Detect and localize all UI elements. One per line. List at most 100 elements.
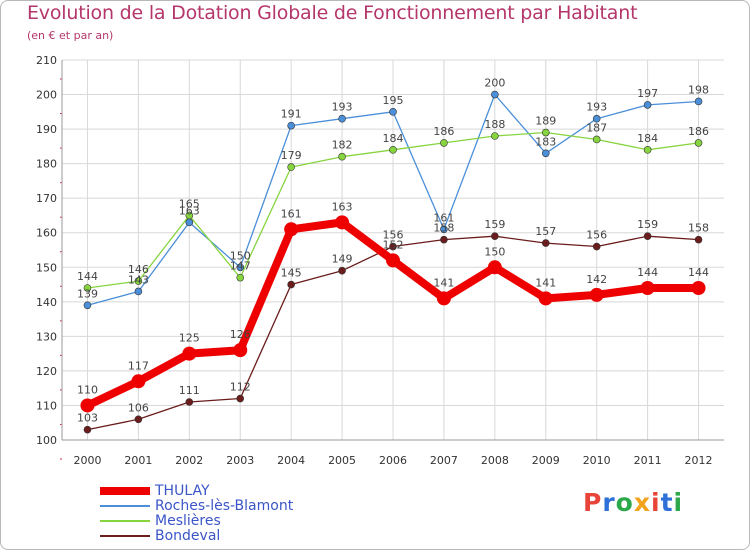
data-label: 188: [484, 118, 505, 131]
data-point: [236, 263, 245, 272]
data-label: 161: [281, 207, 302, 220]
data-label: 182: [332, 139, 353, 152]
logo-letter: t: [660, 488, 674, 517]
data-point: [691, 281, 706, 295]
data-label: 144: [637, 266, 658, 279]
legend-swatch: [100, 520, 150, 522]
data-label: 165: [179, 197, 200, 210]
data-label: 150: [484, 245, 505, 258]
data-label: 117: [128, 359, 149, 372]
data-label: 193: [586, 101, 607, 114]
data-point: [335, 215, 350, 230]
data-label: 193: [332, 101, 353, 114]
data-point: [386, 253, 400, 268]
x-tick-label: 2008: [481, 454, 509, 467]
logo-letter: r: [602, 488, 616, 517]
data-point: [284, 222, 299, 237]
data-label: 157: [535, 225, 556, 238]
data-point: [185, 218, 194, 227]
x-tick-label: 2011: [634, 454, 662, 467]
legend-label: Bondeval: [155, 528, 221, 544]
y-tick-label: 150: [36, 261, 57, 274]
x-tick-label: 2002: [175, 454, 203, 467]
x-tick-label: 2009: [532, 454, 560, 467]
data-point: [592, 135, 601, 144]
data-label: 158: [433, 222, 454, 235]
y-tick-label: 170: [36, 192, 57, 205]
data-point: [80, 398, 95, 413]
data-label: 189: [535, 115, 556, 128]
data-point: [185, 398, 194, 406]
x-tick-label: 2001: [124, 454, 152, 467]
y-tick-label: 140: [36, 296, 57, 309]
data-label: 143: [128, 273, 149, 286]
data-point: [440, 139, 448, 147]
data-label: 112: [230, 381, 251, 394]
data-label: 197: [637, 87, 658, 100]
data-label: 183: [535, 135, 556, 148]
data-label: 198: [688, 83, 709, 96]
legend-item: THULAY: [100, 483, 360, 499]
legend-swatch: [100, 535, 150, 537]
data-label: 139: [77, 287, 98, 300]
data-point: [389, 242, 397, 251]
value-labels: 139 143 163 150 191 193 195 161 200 183 193 197 198 1…: [77, 77, 709, 425]
data-point: [694, 97, 703, 106]
y-tick-label: 190: [36, 123, 57, 136]
data-point: [589, 287, 604, 302]
data-label: 111: [179, 384, 200, 397]
data-label: 145: [281, 267, 302, 280]
data-point: [233, 343, 248, 358]
legend-item: Roches-lès-Blamont: [100, 498, 360, 514]
data-label: 156: [586, 229, 607, 242]
data-label: 152: [383, 238, 404, 251]
data-point: [694, 139, 703, 147]
x-tick-label: 2000: [73, 454, 101, 467]
data-label: 184: [637, 132, 658, 145]
data-point: [83, 301, 92, 310]
data-label: 146: [128, 263, 149, 276]
data-label: 159: [484, 218, 505, 231]
data-label: 141: [433, 276, 454, 289]
data-point: [134, 277, 143, 285]
data-point: [640, 281, 655, 295]
data-point: [491, 90, 499, 99]
data-point: [338, 266, 346, 275]
logo-letter: i: [651, 488, 661, 517]
data-point: [538, 291, 553, 306]
y-tick-label: 180: [36, 158, 57, 171]
legend: THULAY Roches-lès-Blamont Meslières Bondeva…: [100, 483, 360, 544]
data-label: 163: [179, 204, 200, 217]
legend-label: Roches-lès-Blamont: [155, 498, 294, 514]
y-tick-label: 110: [36, 399, 57, 412]
data-label: 110: [77, 383, 98, 396]
data-point: [389, 146, 397, 154]
data-point: [491, 132, 499, 140]
data-label: 142: [586, 273, 607, 286]
data-point: [287, 121, 295, 130]
data-point: [236, 273, 245, 282]
y-tick-label: 210: [36, 54, 57, 67]
data-point: [643, 146, 652, 154]
logo-letter: o: [615, 488, 634, 517]
data-label: 141: [535, 276, 556, 289]
y-tick-label: 100: [36, 434, 57, 447]
data-point: [541, 239, 550, 247]
chart-title: Evolution de la Dotation Globale de Fonc…: [27, 2, 638, 24]
data-label: 144: [688, 266, 709, 279]
legend-swatch: [100, 505, 150, 507]
data-point: [643, 101, 652, 109]
x-tick-label: 2007: [430, 454, 458, 467]
data-label: 163: [332, 200, 353, 213]
data-point: [643, 232, 652, 240]
data-point: [436, 291, 451, 306]
data-point: [592, 114, 601, 123]
data-point: [287, 163, 295, 171]
data-point: [134, 415, 143, 424]
data-point: [487, 260, 502, 275]
data-point: [134, 287, 143, 296]
logo-letter: i: [673, 488, 684, 517]
data-point: [440, 225, 448, 234]
data-label: 156: [383, 229, 404, 242]
x-tick-label: 2004: [277, 454, 305, 467]
